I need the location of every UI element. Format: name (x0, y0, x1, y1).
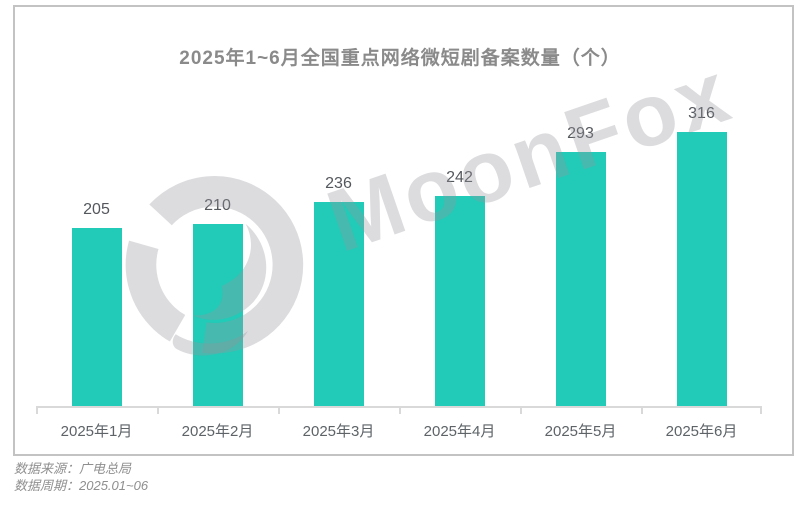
axis-tick (157, 408, 159, 414)
bar-value-label: 316 (688, 105, 715, 122)
axis-ticks (36, 408, 762, 415)
data-period-line: 数据周期：2025.01~06 (14, 478, 149, 493)
bar-slot: 210 (157, 106, 278, 406)
axis-tick (36, 408, 38, 414)
x-axis-label: 2025年6月 (665, 423, 738, 440)
bar (555, 152, 606, 406)
bar (192, 224, 243, 406)
x-axis-line (36, 406, 762, 408)
bar (71, 228, 122, 406)
bar-value-label: 236 (325, 175, 352, 192)
bar (434, 196, 485, 406)
x-axis-label: 2025年3月 (302, 423, 375, 440)
x-axis-label: 2025年5月 (544, 423, 617, 440)
bar-slot: 293 (520, 106, 641, 406)
chart-title: 2025年1~6月全国重点网络微短剧备案数量（个） (179, 48, 621, 69)
x-axis-labels: 2025年1月 2025年2月 2025年3月 2025年4月 2025年5月 2025年… (36, 420, 762, 441)
x-axis-label: 2025年4月 (423, 423, 496, 440)
axis-tick (760, 408, 762, 414)
bar-slot: 242 (399, 106, 520, 406)
bar-slot: 236 (278, 106, 399, 406)
axis-tick (278, 408, 280, 414)
axis-tick (399, 408, 401, 414)
data-source-line: 数据来源：广电总局 (14, 461, 132, 476)
bar-value-label: 205 (83, 201, 110, 218)
bar-value-label: 210 (204, 197, 231, 214)
bar-value-label: 242 (446, 169, 473, 186)
x-axis-label: 2025年1月 (60, 423, 133, 440)
bar-slot: 205 (36, 106, 157, 406)
bar-slot: 316 (641, 105, 762, 406)
bar (313, 202, 364, 406)
footer: 数据来源：广电总局 数据周期：2025.01~06 (14, 460, 148, 494)
bar-value-label: 293 (567, 125, 594, 142)
bars-row: 205 210 236 242 293 316 (36, 105, 762, 406)
axis-tick (520, 408, 522, 414)
bar (676, 132, 727, 406)
axis-tick (641, 408, 643, 414)
x-axis-label: 2025年2月 (181, 423, 254, 440)
chart-frame (13, 5, 794, 456)
